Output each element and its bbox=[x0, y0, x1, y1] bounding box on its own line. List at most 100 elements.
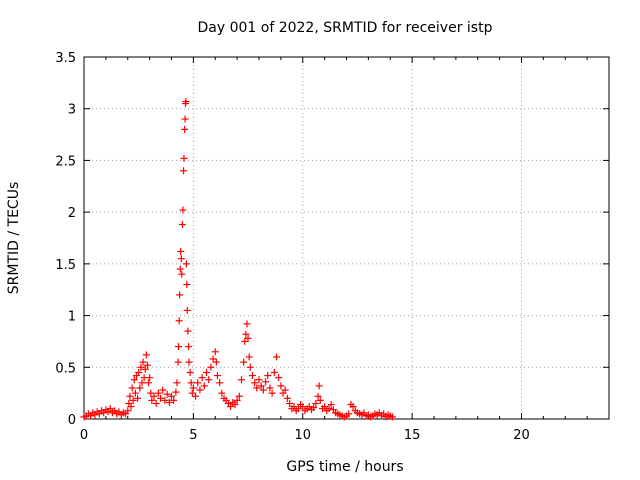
data-point bbox=[244, 334, 252, 342]
data-point bbox=[147, 389, 155, 397]
data-point bbox=[176, 291, 184, 299]
data-point bbox=[127, 403, 135, 411]
y-tick-label: 3.5 bbox=[55, 51, 76, 66]
data-point bbox=[182, 97, 190, 105]
data-point bbox=[205, 376, 213, 384]
y-tick-label: 1 bbox=[68, 310, 76, 325]
data-point bbox=[259, 386, 267, 394]
data-point bbox=[281, 386, 289, 394]
data-point bbox=[131, 389, 139, 397]
data-point bbox=[327, 401, 335, 409]
data-point bbox=[242, 330, 250, 338]
data-point bbox=[253, 384, 261, 392]
data-point bbox=[216, 379, 224, 387]
data-point bbox=[200, 382, 208, 390]
data-point bbox=[183, 281, 191, 289]
data-point bbox=[310, 404, 318, 412]
data-point bbox=[266, 384, 274, 392]
data-point bbox=[255, 376, 263, 384]
data-point bbox=[124, 407, 132, 415]
data-point bbox=[136, 384, 144, 392]
y-tick-label: 1.5 bbox=[55, 258, 76, 273]
plot-frame bbox=[83, 56, 610, 420]
x-tick-label: 15 bbox=[404, 428, 421, 443]
data-point bbox=[213, 372, 221, 380]
data-point bbox=[203, 368, 210, 376]
data-point bbox=[264, 372, 272, 380]
data-point bbox=[294, 405, 302, 413]
data-point bbox=[146, 374, 154, 382]
data-point bbox=[241, 337, 249, 345]
data-point bbox=[106, 405, 114, 413]
x-axis-label: GPS time / hours bbox=[286, 459, 403, 475]
data-point bbox=[139, 358, 147, 366]
data-point bbox=[142, 351, 150, 359]
data-point bbox=[181, 115, 189, 123]
data-point bbox=[138, 379, 146, 387]
chart-title: Day 001 of 2022, SRMTID for receiver ist… bbox=[198, 20, 493, 36]
data-point bbox=[227, 403, 235, 411]
data-point bbox=[152, 399, 160, 407]
data-point bbox=[180, 154, 188, 162]
data-point bbox=[173, 379, 181, 387]
data-point bbox=[177, 255, 185, 263]
data-points bbox=[80, 97, 396, 421]
data-point bbox=[172, 388, 180, 396]
data-point bbox=[159, 386, 167, 394]
data-point bbox=[243, 320, 251, 328]
data-point bbox=[268, 389, 276, 397]
data-point bbox=[262, 378, 270, 386]
data-point bbox=[137, 363, 145, 371]
data-point bbox=[233, 396, 241, 404]
data-point bbox=[238, 376, 245, 384]
data-point bbox=[154, 389, 162, 397]
data-point bbox=[135, 368, 143, 376]
data-point bbox=[196, 386, 204, 394]
data-point bbox=[207, 363, 215, 371]
data-point bbox=[184, 327, 192, 335]
data-point bbox=[245, 353, 253, 361]
data-point bbox=[180, 167, 188, 175]
data-point bbox=[157, 394, 165, 402]
data-point bbox=[194, 379, 202, 387]
data-point bbox=[290, 403, 298, 411]
data-point bbox=[174, 358, 182, 366]
x-tick-label: 10 bbox=[294, 428, 311, 443]
data-point bbox=[165, 398, 173, 406]
x-tick-label: 20 bbox=[513, 428, 530, 443]
data-point bbox=[170, 396, 178, 404]
data-point bbox=[231, 401, 239, 409]
y-axis-label: SRMTID / TECUs bbox=[6, 182, 22, 295]
data-point bbox=[299, 403, 307, 411]
data-point bbox=[312, 399, 320, 407]
data-point bbox=[187, 379, 195, 387]
data-point bbox=[181, 125, 189, 133]
data-point bbox=[275, 374, 283, 382]
data-point bbox=[345, 410, 353, 418]
data-point bbox=[179, 206, 187, 214]
data-point bbox=[161, 396, 169, 404]
data-point bbox=[248, 372, 256, 380]
data-point bbox=[185, 358, 193, 366]
data-point bbox=[129, 396, 137, 404]
data-point bbox=[240, 358, 248, 366]
data-point bbox=[246, 363, 254, 371]
data-point bbox=[270, 368, 278, 376]
data-point bbox=[198, 374, 206, 382]
data-point bbox=[176, 265, 184, 273]
data-point bbox=[251, 379, 259, 387]
data-point bbox=[163, 390, 171, 398]
data-point bbox=[186, 368, 194, 376]
data-point bbox=[128, 384, 136, 392]
axis-ticks: 0 5 10 15 20 0 0.5 1 1.5 2 2.5 3 3.5 bbox=[55, 51, 610, 443]
data-point bbox=[141, 365, 149, 373]
y-tick-label: 2 bbox=[68, 206, 76, 221]
data-point bbox=[189, 384, 197, 392]
data-point bbox=[273, 353, 280, 361]
data-point bbox=[325, 405, 333, 413]
data-point bbox=[212, 358, 220, 366]
data-point bbox=[183, 306, 191, 314]
data-point bbox=[130, 376, 138, 384]
data-point bbox=[257, 382, 265, 390]
